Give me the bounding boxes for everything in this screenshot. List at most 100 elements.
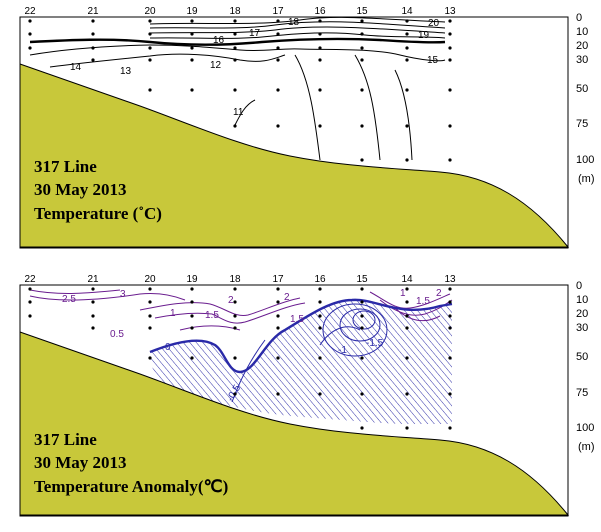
- temperature-section-panel: 22 21 20 19 18 17 16 15 14 13 0 10 20 30…: [19, 6, 595, 249]
- station-label: 14: [401, 274, 413, 285]
- title-line: Temperature (˚C): [34, 204, 162, 223]
- contour-label: 13: [120, 66, 132, 77]
- contour-line: [394, 307, 441, 322]
- station-label: 16: [314, 274, 326, 285]
- depth-label: 50: [576, 351, 588, 363]
- station-label: 16: [314, 6, 326, 17]
- contour-line: [319, 326, 361, 346]
- depth-label: 10: [576, 26, 588, 38]
- station-label: 20: [144, 274, 156, 285]
- depth-label: 100: [576, 422, 594, 434]
- station-label: 18: [229, 6, 241, 17]
- negative-anomaly-region: [150, 299, 452, 424]
- temperature-anomaly-panel: 22 21 20 19 18 17 16 15 14 13 0 10 20 30…: [19, 274, 595, 517]
- contour-line: [49, 53, 286, 68]
- station-label: 13: [444, 6, 456, 17]
- depth-label: 30: [576, 322, 588, 334]
- contour-line: [149, 21, 446, 29]
- contour-label: 14: [70, 62, 82, 73]
- contour-line: [154, 302, 306, 324]
- contour-labels: 20 19 18 17 16 15 14 13 12 11: [70, 17, 440, 118]
- depth-label: 20: [576, 308, 588, 320]
- contour-line: [369, 291, 451, 309]
- station-label: 19: [186, 274, 198, 285]
- seafloor-terrain: [19, 63, 570, 248]
- contour-line: [29, 289, 121, 294]
- depth-label: 30: [576, 54, 588, 66]
- station-label: 19: [186, 6, 198, 17]
- contour-label: -1: [338, 345, 347, 356]
- contour-label: 18: [288, 17, 300, 28]
- contour-line: [294, 54, 321, 161]
- contour-line: [149, 298, 453, 374]
- contour-label: 2: [284, 292, 290, 303]
- depth-unit: (m): [578, 173, 595, 185]
- contour-line: [139, 297, 301, 317]
- station-label: 17: [272, 274, 284, 285]
- title-line: 30 May 2013: [34, 180, 127, 199]
- station-label: 13: [444, 274, 456, 285]
- station-label: 17: [272, 6, 284, 17]
- contour-line: [149, 32, 446, 39]
- contour-line: [352, 310, 376, 330]
- depth-label: 75: [576, 118, 588, 130]
- station-label: 20: [144, 6, 156, 17]
- contour-label: 19: [418, 30, 430, 41]
- depth-label: 10: [576, 294, 588, 306]
- depth-label: 20: [576, 40, 588, 52]
- negative-anomaly-contours: [149, 298, 453, 403]
- station-labels: 22 21 20 19 18 17 16 15 14 13: [24, 6, 456, 17]
- depth-label: 75: [576, 387, 588, 399]
- depth-label: 50: [576, 83, 588, 95]
- station-label: 22: [24, 6, 36, 17]
- sampling-points: [28, 287, 452, 430]
- contour-label: 3: [120, 289, 126, 300]
- title-line: 317 Line: [34, 430, 97, 449]
- contour-line: [339, 308, 381, 342]
- temperature-contours: [29, 16, 446, 161]
- station-labels: 22 21 20 19 18 17 16 15 14 13: [24, 274, 456, 285]
- depth-unit: (m): [578, 441, 595, 453]
- contour-label: 1: [170, 308, 176, 319]
- depth-labels: 0 10 20 30 50 75 100 (m): [576, 12, 595, 185]
- title-line: 317 Line: [34, 157, 97, 176]
- title-line: 30 May 2013: [34, 453, 127, 472]
- contour-label: 2: [228, 295, 234, 306]
- sampling-points: [28, 19, 452, 162]
- contour-line: [231, 339, 266, 403]
- contour-label: 0: [165, 342, 171, 353]
- title-line: Temperature Anomaly(℃): [34, 477, 228, 496]
- station-label: 15: [356, 6, 368, 17]
- depth-label: 0: [576, 12, 582, 24]
- station-label: 22: [24, 274, 36, 285]
- contour-label: 1.5: [416, 296, 430, 307]
- contour-line: [29, 44, 446, 62]
- contour-label: 1.5: [205, 310, 219, 321]
- contour-label: 20: [428, 18, 440, 29]
- contour-label: 12: [210, 60, 222, 71]
- station-label: 21: [87, 6, 99, 17]
- contour-line: [179, 325, 241, 331]
- station-label: 15: [356, 274, 368, 285]
- contour-label: 2: [436, 288, 442, 299]
- station-label: 18: [229, 274, 241, 285]
- depth-label: 0: [576, 280, 582, 292]
- contour-label: 0.5: [110, 329, 124, 340]
- contour-line: [149, 16, 446, 25]
- station-label: 21: [87, 274, 99, 285]
- panel-title: 317 Line 30 May 2013 Temperature (˚C): [34, 157, 162, 223]
- contour-label: 1.5: [290, 314, 304, 325]
- contour-line: [29, 293, 186, 301]
- seafloor-terrain: [19, 331, 570, 516]
- contour-label: 2.5: [62, 294, 76, 305]
- contour-line: [234, 99, 256, 126]
- contour-label: 16: [213, 35, 225, 46]
- contour-line: [394, 69, 413, 161]
- contour-label: 17: [249, 28, 261, 39]
- station-label: 14: [401, 6, 413, 17]
- contour-label: 11: [233, 107, 244, 118]
- depth-label: 100: [576, 154, 594, 166]
- contour-line: [322, 303, 388, 357]
- contour-label: -1.5: [366, 338, 384, 349]
